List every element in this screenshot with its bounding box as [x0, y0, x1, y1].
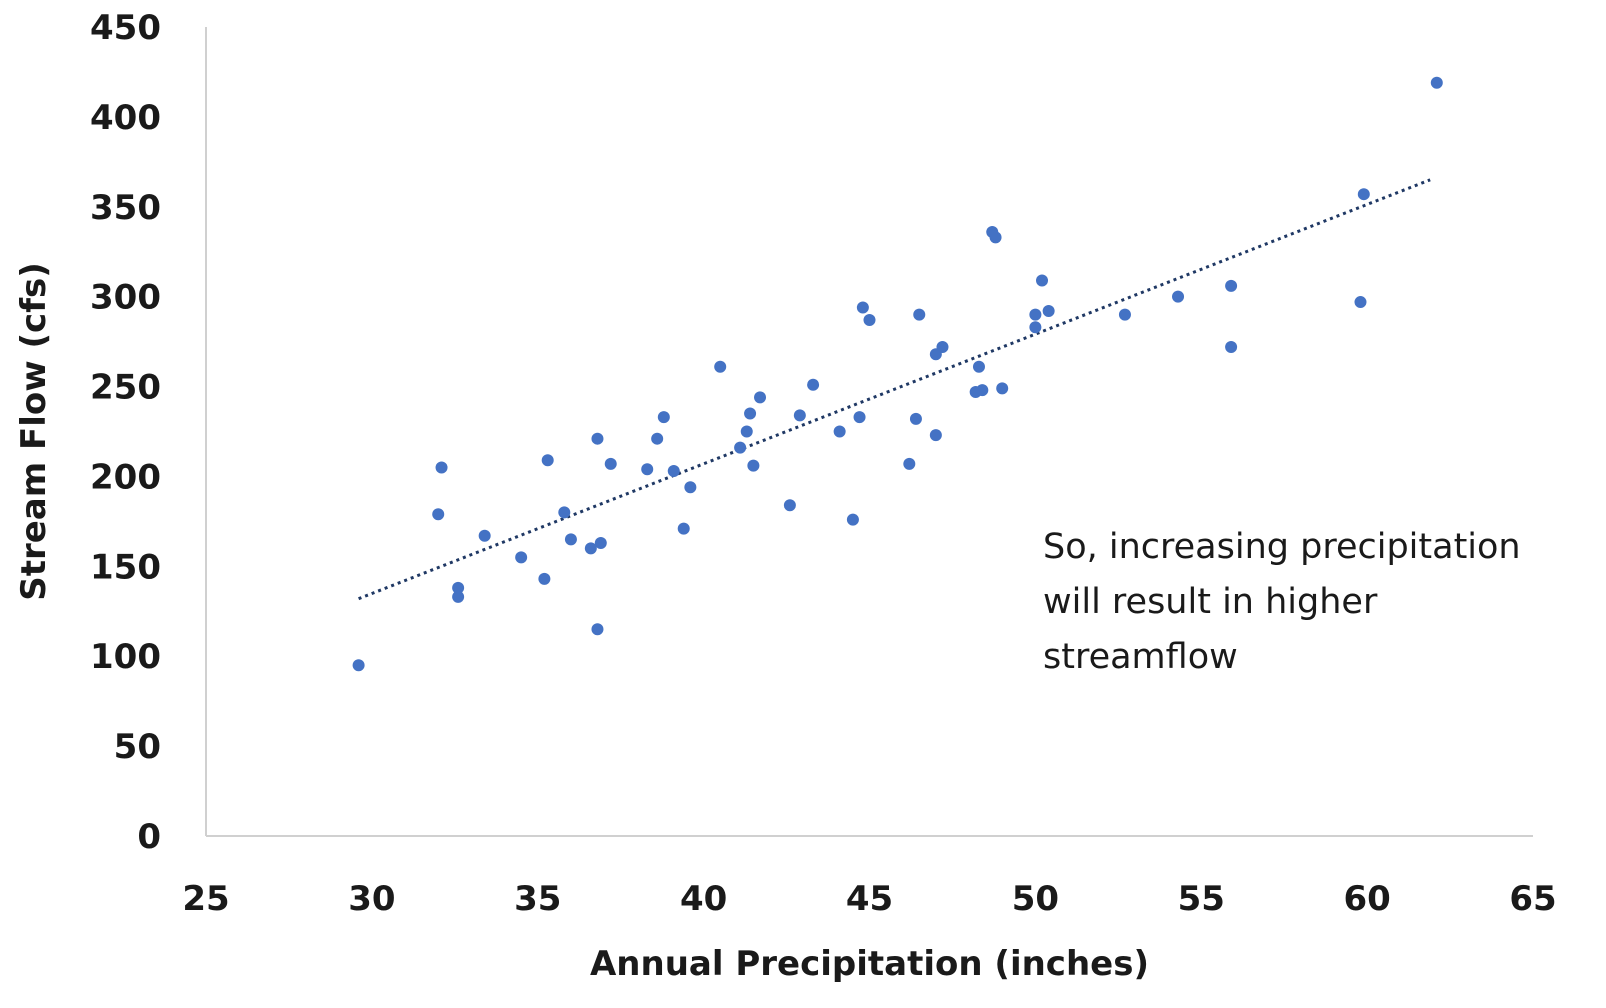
data-point [677, 522, 690, 535]
data-point [584, 542, 597, 555]
y-tick-label: 200 [90, 457, 161, 497]
y-tick-label: 450 [90, 8, 161, 48]
data-point [1357, 188, 1370, 201]
y-axis-title: Stream Flow (cfs) [14, 262, 54, 601]
data-point [1172, 290, 1185, 303]
axes [205, 27, 1533, 837]
data-point [452, 590, 465, 603]
data-point [594, 536, 607, 549]
y-tick-label: 350 [90, 188, 161, 228]
data-point [1042, 305, 1055, 318]
data-point [657, 411, 670, 424]
data-point [913, 308, 926, 321]
annotation-text: So, increasing precipitation will result… [1043, 527, 1532, 677]
y-tick-label: 50 [114, 727, 161, 767]
data-point [452, 581, 465, 594]
data-point [1354, 296, 1367, 309]
data-point [591, 623, 604, 636]
data-point [744, 407, 757, 420]
data-point [929, 429, 942, 442]
data-point [740, 425, 753, 438]
data-point [747, 459, 760, 472]
data-point [853, 411, 866, 424]
data-points [352, 76, 1443, 672]
data-point [833, 425, 846, 438]
data-point [641, 463, 654, 476]
data-point [936, 341, 949, 354]
x-tick-label: 55 [1178, 879, 1225, 919]
data-point [538, 572, 551, 585]
data-point [783, 499, 796, 512]
x-tick-label: 35 [514, 879, 561, 919]
data-point [754, 391, 767, 404]
x-tick-label: 25 [182, 879, 229, 919]
x-tick-label: 45 [846, 879, 893, 919]
data-point [863, 314, 876, 327]
x-tick-label: 60 [1343, 879, 1390, 919]
data-point [1118, 308, 1131, 321]
data-point [432, 508, 445, 521]
annotation-line: will result in higher [1043, 582, 1378, 622]
data-point [903, 457, 916, 470]
data-point [684, 481, 697, 494]
data-point [846, 513, 859, 526]
data-point [793, 409, 806, 422]
data-point [352, 659, 365, 672]
data-point [604, 457, 617, 470]
data-point [989, 231, 1002, 244]
data-point [1029, 321, 1042, 334]
data-point [1225, 279, 1238, 292]
x-axis-title: Annual Precipitation (inches) [590, 944, 1149, 984]
data-point [515, 551, 528, 564]
y-tick-label: 300 [90, 278, 161, 318]
y-tick-label: 150 [90, 547, 161, 587]
data-point [856, 301, 869, 314]
y-tick-label: 0 [137, 817, 161, 857]
data-point [909, 412, 922, 425]
y-tick-label: 400 [90, 98, 161, 138]
annotation-line: So, increasing precipitation [1043, 527, 1521, 567]
data-point [807, 378, 820, 391]
x-tick-labels: 25 30 35 40 45 50 55 60 65 [182, 879, 1556, 919]
data-point [541, 454, 554, 467]
data-point [651, 432, 664, 445]
annotation-line: streamflow [1043, 637, 1238, 677]
data-point [564, 533, 577, 546]
y-tick-label: 100 [90, 637, 161, 677]
data-point [1029, 308, 1042, 321]
data-point [435, 461, 448, 474]
data-point [972, 360, 985, 373]
y-tick-label: 250 [90, 368, 161, 408]
y-tick-labels: 0 50 100 150 200 250 300 350 400 450 [90, 8, 161, 857]
data-point [714, 360, 727, 373]
data-point [996, 382, 1009, 395]
data-point [558, 506, 571, 519]
data-point [478, 529, 491, 542]
data-point [591, 432, 604, 445]
x-tick-label: 40 [680, 879, 727, 919]
data-point [1430, 76, 1443, 89]
x-tick-label: 65 [1509, 879, 1556, 919]
x-tick-label: 50 [1012, 879, 1059, 919]
data-point [1036, 274, 1049, 287]
data-point [976, 384, 989, 397]
x-tick-label: 30 [348, 879, 395, 919]
data-point [667, 465, 680, 478]
trendline [358, 178, 1431, 601]
data-point [1225, 341, 1238, 354]
data-point [734, 441, 747, 454]
